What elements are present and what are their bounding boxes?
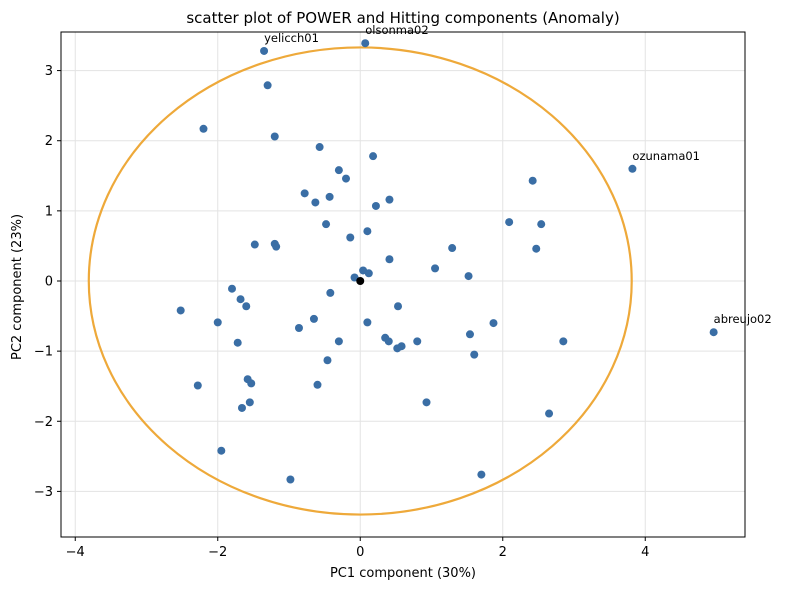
data-point [470, 350, 479, 359]
grid-lines [61, 32, 745, 537]
data-point [505, 218, 514, 227]
y-tick-label: −3 [34, 485, 53, 500]
data-point [397, 342, 406, 351]
data-point [315, 143, 324, 152]
data-point [334, 166, 343, 175]
data-point [263, 81, 272, 90]
data-point [413, 337, 422, 346]
data-point [709, 328, 718, 337]
data-point [545, 409, 554, 418]
y-tick-label: −2 [34, 415, 53, 430]
data-point [245, 398, 254, 407]
data-point [247, 379, 256, 388]
chart-title: scatter plot of POWER and Hitting compon… [186, 9, 619, 27]
data-point [369, 152, 378, 161]
data-point [199, 124, 208, 133]
data-point [323, 356, 332, 365]
data-point [250, 240, 259, 249]
data-point [294, 323, 303, 332]
data-point [464, 272, 473, 281]
x-tick-label: −4 [66, 545, 85, 560]
data-point [237, 403, 246, 412]
data-point [384, 337, 393, 346]
data-point [213, 318, 222, 327]
data-point [364, 269, 373, 278]
data-point [559, 337, 568, 346]
data-point [242, 302, 251, 311]
data-point [489, 319, 498, 328]
data-point [272, 242, 281, 251]
y-axis-ticks: −3 −2 −1 0 1 2 3 [34, 64, 61, 500]
y-axis-label: PC2 component (23%) [10, 214, 25, 360]
data-point [228, 284, 236, 293]
point-annotation: ozunama01 [632, 149, 700, 163]
y-tick-label: 2 [45, 134, 53, 149]
data-point [363, 318, 372, 327]
data-point [528, 176, 537, 185]
data-point [628, 164, 637, 173]
data-point [532, 244, 541, 253]
data-point [311, 198, 320, 207]
origin-marker [356, 276, 365, 285]
data-point [325, 192, 334, 201]
x-axis-ticks: −4 −2 0 2 4 [66, 537, 649, 560]
data-point [537, 220, 546, 229]
data-point [385, 195, 394, 204]
x-tick-label: −2 [208, 545, 227, 560]
point-annotation: abreujo02 [714, 312, 772, 326]
point-annotation: yelicch01 [264, 31, 319, 45]
point-annotation: olsonma02 [365, 23, 428, 37]
data-point [465, 330, 474, 339]
data-point [309, 314, 318, 323]
data-point [448, 244, 457, 253]
y-tick-label: −1 [34, 345, 53, 360]
data-point [342, 174, 350, 183]
data-point [422, 398, 431, 407]
data-point [346, 233, 355, 242]
plot-frame [60, 31, 746, 538]
data-point [270, 132, 279, 141]
data-point [236, 295, 245, 304]
data-point [217, 446, 226, 455]
data-point [300, 189, 309, 198]
data-point [193, 381, 202, 390]
data-point [322, 220, 331, 229]
confidence-ellipse [87, 46, 633, 516]
data-point [260, 46, 269, 55]
data-point [313, 380, 322, 389]
data-point [431, 264, 440, 273]
data-point [233, 338, 242, 347]
data-point [326, 288, 335, 297]
x-tick-label: 4 [641, 545, 649, 560]
data-points [176, 39, 718, 484]
data-point [334, 337, 343, 346]
x-axis-label: PC1 component (30%) [330, 566, 476, 581]
data-point [176, 306, 185, 315]
y-tick-label: 3 [45, 64, 53, 79]
x-tick-label: 0 [356, 545, 364, 560]
data-point [394, 302, 403, 311]
x-tick-label: 2 [499, 545, 507, 560]
data-point [385, 255, 394, 264]
data-point [286, 475, 295, 484]
y-tick-label: 1 [45, 204, 53, 219]
data-point [361, 39, 370, 48]
data-point [477, 470, 486, 479]
data-point [363, 227, 372, 236]
data-point [371, 201, 380, 210]
y-tick-label: 0 [45, 274, 53, 289]
point-annotations: olsonma02 yelicch01 ozunama01 abreujo02 [264, 23, 772, 326]
